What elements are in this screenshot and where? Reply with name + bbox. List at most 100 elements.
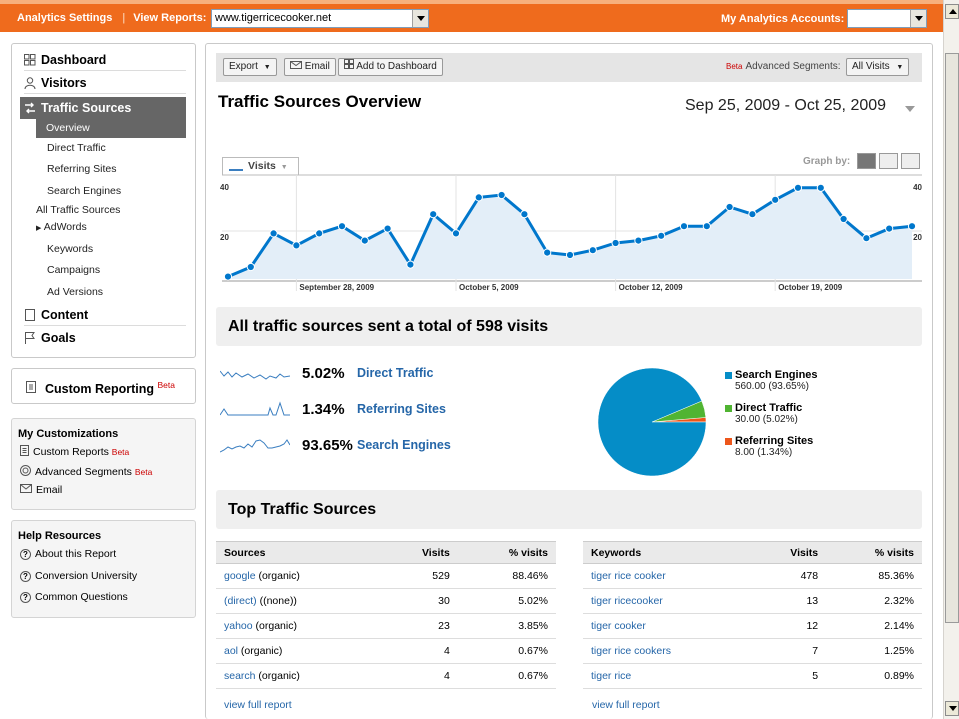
column-header[interactable]: Sources	[216, 541, 380, 564]
report-icon	[26, 381, 36, 396]
source-link[interactable]: (direct)	[224, 595, 257, 607]
visits-cell: 13	[749, 588, 827, 614]
caret-right-icon: ▶	[36, 225, 42, 232]
traffic-arrows-icon	[24, 102, 36, 114]
sidebar-item-direct-traffic[interactable]: Direct Traffic	[47, 142, 106, 154]
common-questions-link[interactable]: ? Common Questions	[20, 591, 128, 603]
source-medium: ((none))	[256, 595, 297, 607]
about-report-link[interactable]: ? About this Report	[20, 548, 116, 560]
legend-direct-traffic: Direct Traffic 30.00 (5.02%)	[725, 402, 802, 425]
advanced-segments-link[interactable]: Advanced Segments Beta	[20, 465, 152, 479]
keyword-link[interactable]: tiger rice cookers	[591, 645, 671, 657]
table-row: tiger cooker 12 2.14%	[583, 613, 922, 639]
data-point	[839, 214, 848, 224]
sidebar-item-overview[interactable]: Overview	[36, 119, 186, 138]
data-point	[451, 229, 461, 238]
source-cell: yahoo (organic)	[216, 613, 380, 639]
sidebar-item-keywords[interactable]: Keywords	[47, 243, 94, 255]
chevron-down-icon[interactable]	[910, 10, 926, 27]
keyword-link[interactable]: tiger ricecooker	[591, 595, 663, 607]
column-header[interactable]: Keywords	[583, 541, 750, 564]
source-link-search-engines[interactable]: Search Engines	[357, 438, 451, 452]
column-header[interactable]: % visits	[826, 541, 922, 564]
x-tick-label: October 12, 2009	[619, 283, 684, 292]
add-to-dashboard-button[interactable]: Add to Dashboard	[338, 58, 443, 76]
table-row: yahoo (organic) 23 3.85%	[216, 613, 556, 639]
data-point	[771, 195, 780, 204]
sidebar-item-content[interactable]: Content	[24, 304, 186, 326]
pct-cell: 2.14%	[826, 613, 922, 639]
graph-by-week-button[interactable]	[879, 153, 898, 169]
chevron-down-icon[interactable]	[905, 106, 915, 112]
legend-value: 8.00 (1.34%)	[735, 447, 793, 458]
scroll-down-icon[interactable]	[945, 701, 959, 716]
sources-full-report-link[interactable]: view full report	[224, 699, 292, 711]
sparkline-search	[220, 439, 290, 453]
keyword-link[interactable]: tiger rice	[591, 670, 632, 682]
keyword-link[interactable]: tiger cooker	[591, 620, 646, 632]
accounts-select[interactable]	[847, 9, 927, 28]
custom-reports-label: Custom Reports	[33, 446, 109, 458]
data-point	[474, 193, 483, 202]
custom-reporting-box[interactable]: Custom Reporting Beta	[11, 368, 196, 404]
graph-by-month-button[interactable]	[901, 153, 920, 169]
source-link[interactable]: yahoo	[224, 620, 253, 632]
sidebar-nav: Dashboard Visitors Traffic Sources Overv…	[11, 43, 196, 358]
report-toolbar: Export ▼ Email Add to Dashboard Beta Adva…	[216, 53, 922, 82]
keywords-full-report-link[interactable]: view full report	[592, 699, 660, 711]
sidebar-item-ad-versions[interactable]: Ad Versions	[47, 286, 104, 298]
data-point	[565, 250, 575, 260]
legend-referring-sites: Referring Sites 8.00 (1.34%)	[725, 435, 813, 458]
chevron-down-icon[interactable]	[412, 10, 428, 27]
data-point	[793, 183, 803, 192]
source-link[interactable]: google	[224, 570, 256, 582]
custom-reports-link[interactable]: Custom Reports Beta	[20, 445, 129, 459]
source-link-referring-sites[interactable]: Referring Sites	[357, 402, 446, 416]
top-sources-title: Top Traffic Sources	[216, 490, 922, 529]
pct-cell: 0.89%	[826, 663, 922, 689]
scroll-thumb[interactable]	[945, 53, 959, 623]
email-button[interactable]: Email	[284, 58, 336, 76]
data-point	[383, 224, 392, 233]
column-header[interactable]: Visits	[379, 541, 458, 564]
sidebar-item-label: AdWords	[43, 221, 87, 233]
x-tick-label: October 5, 2009	[459, 283, 519, 292]
segments-select[interactable]: All Visits ▼	[846, 58, 910, 76]
conversion-university-link[interactable]: ? Conversion University	[20, 570, 137, 582]
source-link-direct-traffic[interactable]: Direct Traffic	[357, 366, 434, 380]
sidebar-item-traffic-sources[interactable]: Traffic Sources	[20, 97, 186, 119]
source-link[interactable]: aol	[224, 645, 239, 657]
graph-by-day-button[interactable]	[857, 153, 876, 169]
data-point	[679, 222, 689, 231]
main-panel: Export ▼ Email Add to Dashboard Beta Adva…	[205, 43, 933, 719]
sidebar-item-campaigns[interactable]: Campaigns	[47, 264, 101, 276]
sidebar-item-adwords[interactable]: ▶ AdWords	[36, 221, 87, 233]
keyword-link[interactable]: tiger rice cooker	[591, 570, 666, 582]
pct-cell: 3.85%	[457, 613, 556, 639]
metric-select[interactable]: Visits ▼	[222, 157, 299, 175]
sidebar-item-goals[interactable]: Goals	[24, 327, 186, 349]
vertical-scrollbar[interactable]	[943, 0, 959, 719]
export-button[interactable]: Export ▼	[223, 58, 277, 76]
source-link[interactable]: search	[224, 670, 256, 682]
sidebar-item-visitors[interactable]: Visitors	[24, 72, 186, 94]
keyword-cell: tiger rice	[583, 663, 750, 689]
email-link[interactable]: Email	[20, 484, 62, 496]
date-range-picker[interactable]: Sep 25, 2009 - Oct 25, 2009	[685, 97, 887, 114]
column-header[interactable]: % visits	[457, 541, 556, 564]
chevron-down-icon: ▼	[280, 164, 288, 171]
data-point	[315, 229, 324, 238]
scroll-up-icon[interactable]	[945, 4, 959, 19]
column-header[interactable]: Visits	[749, 541, 827, 564]
analytics-settings-link[interactable]: Analytics Settings	[17, 12, 113, 24]
sidebar-item-search-engines[interactable]: Search Engines	[47, 185, 122, 197]
custom-reporting-link[interactable]: Custom Reporting Beta	[45, 380, 175, 396]
site-select[interactable]: www.tigerricecooker.net	[211, 9, 429, 28]
table-row: google (organic) 529 88.46%	[216, 563, 556, 589]
segments-select-value: All Visits	[852, 61, 890, 72]
sidebar-item-all-traffic-sources[interactable]: All Traffic Sources	[36, 204, 121, 216]
dashboard-icon	[344, 59, 354, 72]
series-area	[228, 187, 912, 279]
sidebar-item-referring-sites[interactable]: Referring Sites	[47, 163, 117, 175]
sidebar-item-dashboard[interactable]: Dashboard	[24, 49, 186, 71]
